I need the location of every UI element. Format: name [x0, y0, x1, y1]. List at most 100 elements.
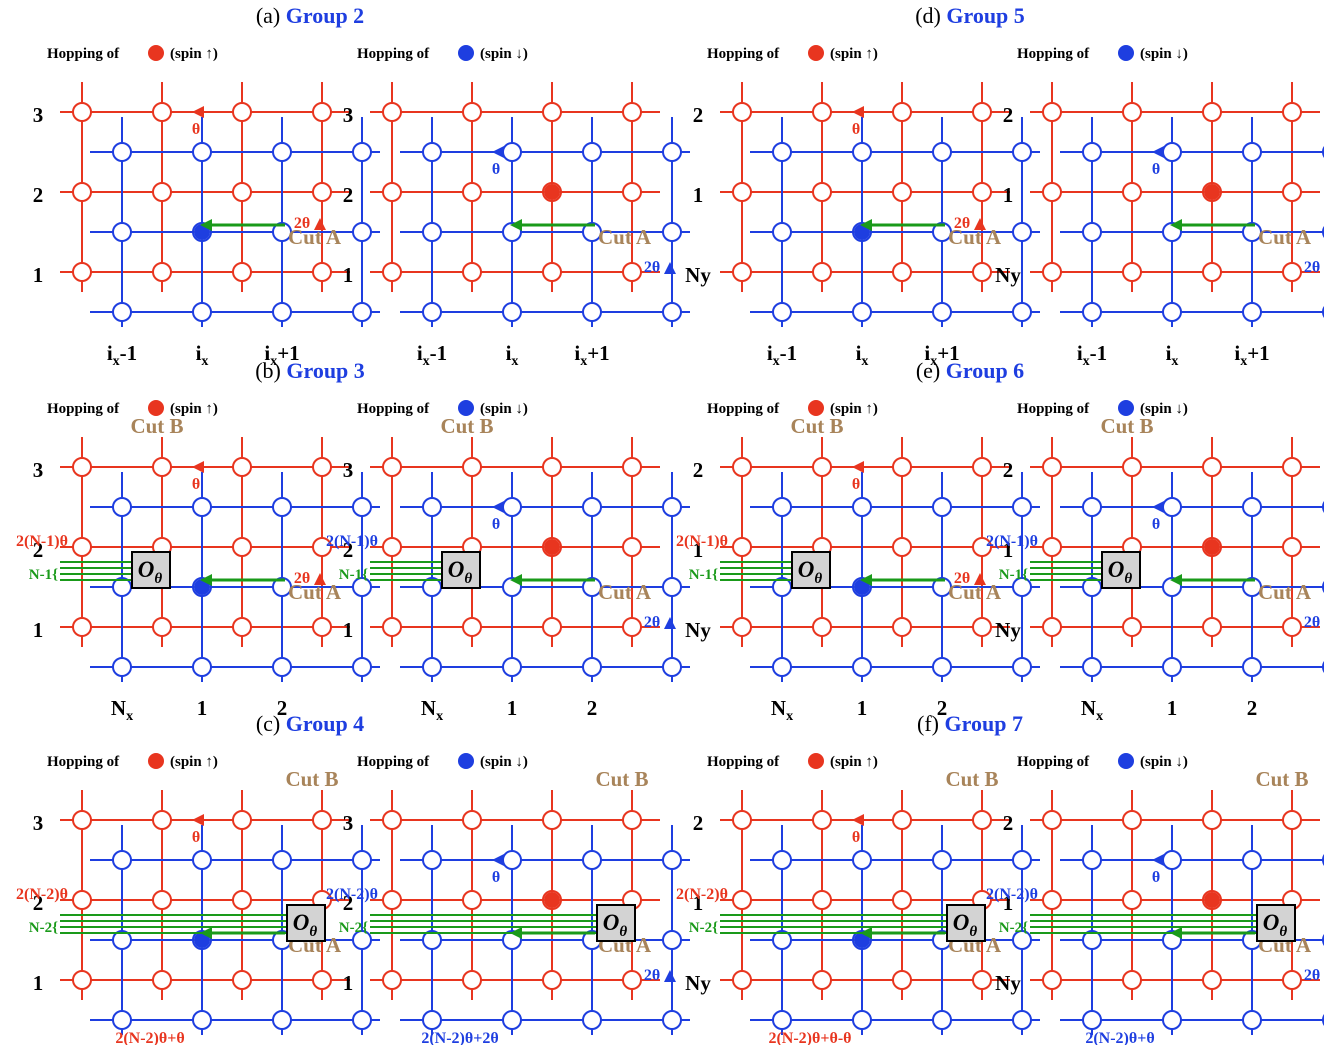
col-label: ix+1	[574, 341, 609, 369]
blue-site	[1082, 850, 1102, 870]
blue-site	[352, 577, 372, 597]
col-label: Nx	[111, 696, 133, 724]
hopping-label: Hopping of	[1017, 401, 1090, 417]
hopping-label: Hopping of	[47, 401, 120, 417]
blue-site	[352, 222, 372, 242]
col-label: ix	[506, 341, 519, 369]
red-site	[892, 457, 912, 477]
row-label: 1	[693, 183, 704, 207]
red-particle	[1204, 892, 1220, 908]
red-site	[1282, 262, 1302, 282]
blue-site	[1082, 497, 1102, 517]
red-site	[152, 182, 172, 202]
red-site	[312, 970, 332, 990]
blue-site	[272, 657, 292, 677]
hop-theta: θ	[1152, 516, 1160, 533]
operator-box	[791, 551, 831, 589]
blue-site	[1082, 657, 1102, 677]
red-site	[72, 617, 92, 637]
col-label: Nx	[421, 696, 443, 724]
green-arrow	[510, 219, 522, 231]
blue-site	[1012, 850, 1032, 870]
blue-site	[852, 497, 872, 517]
red-site	[972, 537, 992, 557]
red-site	[542, 617, 562, 637]
blue-site	[1162, 302, 1182, 322]
row-label: 3	[33, 103, 44, 127]
hopping-label: Hopping of	[1017, 46, 1090, 62]
spin-up-dot	[808, 45, 824, 61]
blue-site	[1012, 497, 1032, 517]
red-site	[1042, 537, 1062, 557]
blue-site	[502, 302, 522, 322]
note-label: 2(N-2)θ+θ-θ	[768, 1030, 851, 1045]
red-site	[1282, 102, 1302, 122]
blue-site	[932, 850, 952, 870]
panel-group-6: (e) Group 6 Hopping of (spin ↑) 2 1 Ny Nx 1 2 Cut…	[676, 358, 1324, 724]
col-label: ix-1	[767, 341, 797, 369]
blue-site	[502, 142, 522, 162]
col-label: Nx	[1081, 696, 1103, 724]
red-site	[812, 262, 832, 282]
red-site	[1202, 810, 1222, 830]
red-site	[622, 617, 642, 637]
spin-label: (spin ↓)	[480, 754, 528, 770]
red-site	[1122, 182, 1142, 202]
blue-site	[662, 850, 682, 870]
cut-a-label: Cut A	[598, 225, 652, 249]
red-site	[1282, 457, 1302, 477]
red-site	[72, 262, 92, 282]
blue-site	[852, 142, 872, 162]
col-label: Nx	[771, 696, 793, 724]
red-site	[382, 262, 402, 282]
red-particle	[1204, 539, 1220, 555]
blue-site	[1082, 302, 1102, 322]
blue-site	[192, 302, 212, 322]
hop-arrow-up	[664, 262, 676, 274]
blue-site	[502, 657, 522, 677]
red-site	[462, 970, 482, 990]
hop-theta: θ	[852, 829, 860, 846]
hop-arrow	[192, 814, 204, 826]
col-label: 2	[937, 696, 948, 720]
red-site	[462, 262, 482, 282]
blue-site	[272, 850, 292, 870]
red-site	[72, 102, 92, 122]
red-site	[1122, 810, 1142, 830]
phase-label: 2(N-2)θ	[326, 886, 378, 903]
hop-theta: θ	[192, 829, 200, 846]
blue-site	[662, 577, 682, 597]
green-arrow	[1170, 574, 1182, 586]
green-arrow	[200, 574, 212, 586]
spin-up-dot	[148, 45, 164, 61]
hop-arrow-up	[664, 617, 676, 629]
blue-site	[422, 497, 442, 517]
hop-theta: θ	[1152, 161, 1160, 178]
red-site	[382, 537, 402, 557]
blue-site	[1012, 1010, 1032, 1030]
blue-site	[662, 930, 682, 950]
col-label: ix-1	[417, 341, 447, 369]
row-label: Ny	[685, 263, 711, 287]
green-arrow	[1170, 219, 1182, 231]
blue-site	[772, 850, 792, 870]
red-particle	[544, 184, 560, 200]
hop-arrow	[492, 501, 504, 513]
red-site	[232, 970, 252, 990]
row-label: 2	[33, 183, 44, 207]
cut-b-label: Cut B	[1100, 414, 1153, 438]
blue-site	[772, 657, 792, 677]
red-site	[152, 102, 172, 122]
red-site	[462, 102, 482, 122]
string-count-label: N-2{	[999, 920, 1028, 936]
row-label: 1	[343, 971, 354, 995]
blue-site	[662, 1010, 682, 1030]
red-site	[622, 457, 642, 477]
blue-site	[272, 142, 292, 162]
blue-site	[272, 302, 292, 322]
col-label: ix	[196, 341, 209, 369]
blue-site	[192, 657, 212, 677]
